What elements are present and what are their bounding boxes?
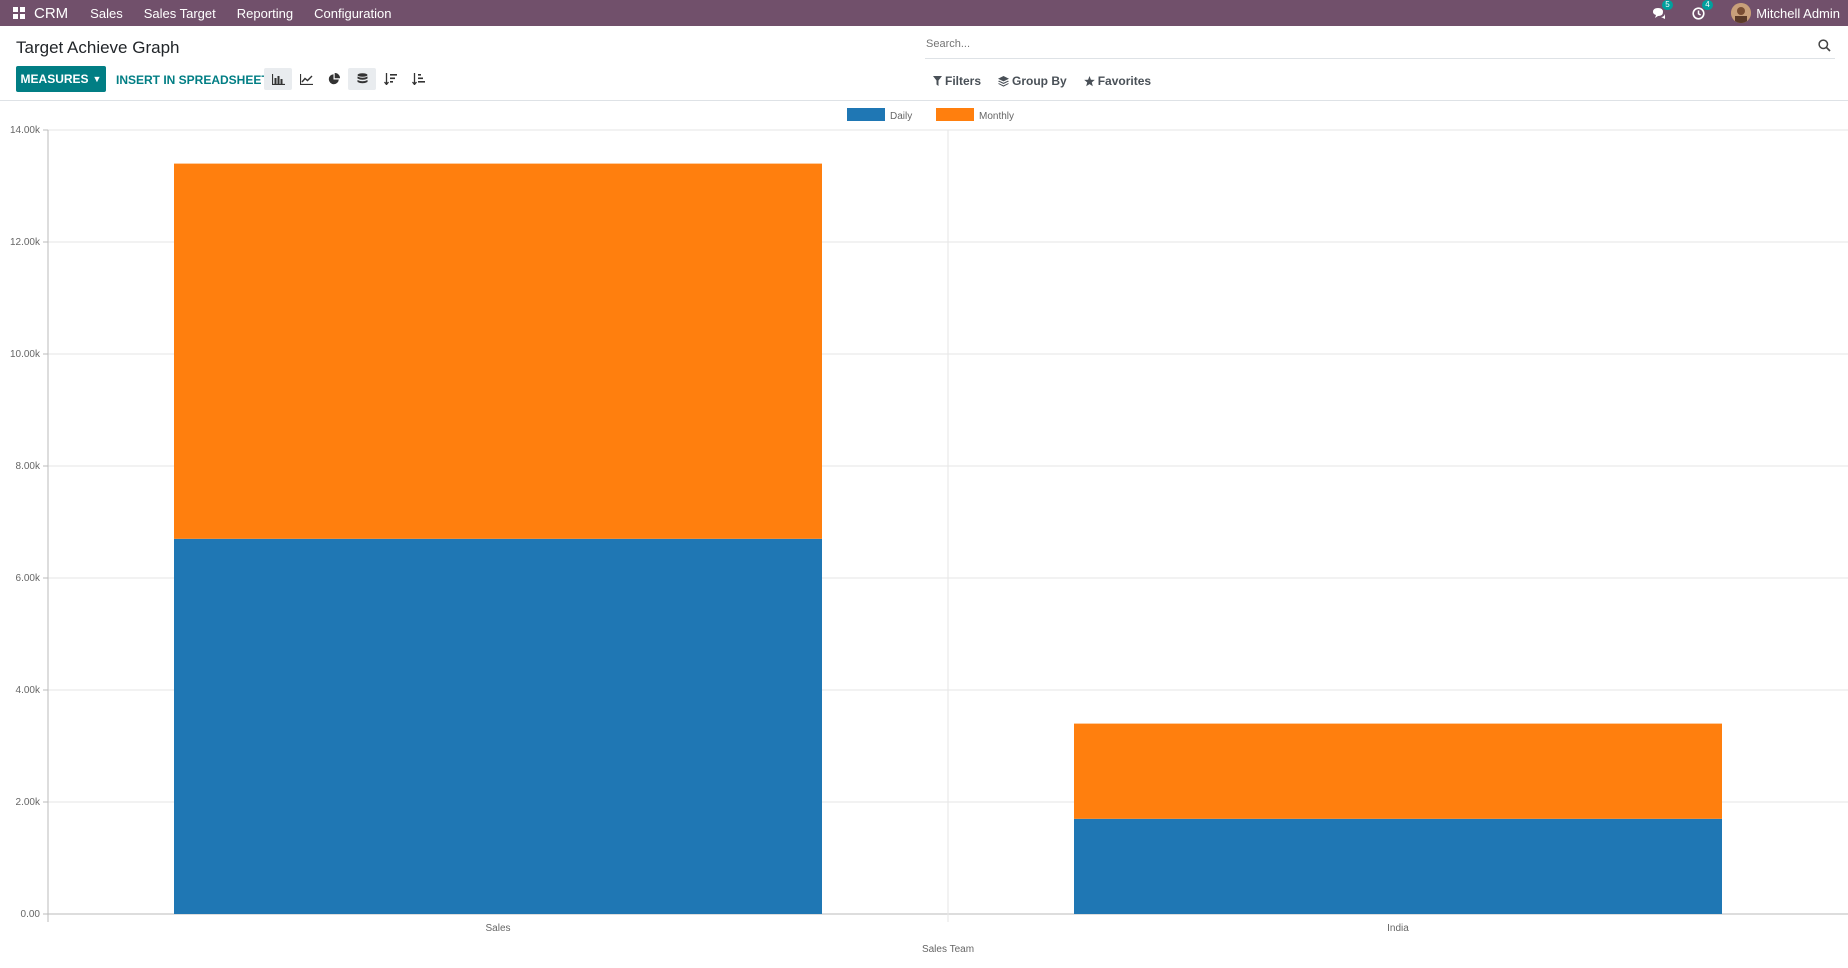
app-brand[interactable]: CRM xyxy=(34,4,69,22)
search-icon[interactable] xyxy=(1818,39,1831,57)
apps-menu-icon[interactable] xyxy=(10,4,28,22)
activities-badge: 4 xyxy=(1702,0,1713,10)
top-navbar: CRM Sales Sales Target Reporting Configu… xyxy=(0,0,1848,26)
chat-icon xyxy=(1653,7,1666,19)
messages-badge: 5 xyxy=(1662,0,1673,10)
pie-chart-button[interactable] xyxy=(320,68,348,90)
favorites-button[interactable]: Favorites xyxy=(1083,74,1152,88)
x-tick-label: India xyxy=(1387,923,1409,934)
y-tick-label: 4.00k xyxy=(16,685,41,696)
pie-chart-icon xyxy=(328,73,340,85)
line-chart-button[interactable] xyxy=(292,68,320,90)
group-by-button[interactable]: Group By xyxy=(998,74,1067,88)
bar-daily xyxy=(174,538,822,914)
legend-swatch xyxy=(936,108,974,121)
caret-down-icon: ▼ xyxy=(92,74,102,84)
menu-item-reporting[interactable]: Reporting xyxy=(236,5,294,21)
x-axis-title: Sales Team xyxy=(922,944,974,955)
measures-label: MEASURES xyxy=(20,72,89,86)
bar-monthly xyxy=(174,163,822,539)
y-tick-label: 2.00k xyxy=(16,797,41,808)
line-chart-icon xyxy=(299,73,313,85)
clock-icon xyxy=(1692,6,1705,20)
sort-ascending-icon xyxy=(411,73,425,85)
activities-button[interactable]: 4 xyxy=(1692,0,1713,20)
bar-daily xyxy=(1074,818,1722,914)
star-icon xyxy=(1083,75,1095,86)
y-tick-label: 0.00 xyxy=(21,909,41,920)
stacked-button[interactable] xyxy=(348,68,376,90)
y-tick-label: 8.00k xyxy=(16,461,41,472)
bar-chart-button[interactable] xyxy=(264,68,292,90)
stacked-bar-chart: 0.00 2.00k 4.00k 6.00k 8.00k 10.00k 12.00k 14.0… xyxy=(10,108,1848,955)
search-bar xyxy=(925,34,1835,59)
search-input[interactable] xyxy=(925,34,1797,54)
insert-in-spreadsheet-button[interactable]: INSERT IN SPREADSHEET xyxy=(116,73,269,87)
y-tick-label: 10.00k xyxy=(10,349,41,360)
menu-item-sales[interactable]: Sales xyxy=(90,5,123,21)
favorites-label: Favorites xyxy=(1097,74,1152,88)
graph-toolbar xyxy=(264,68,432,90)
page-title: Target Achieve Graph xyxy=(16,38,180,57)
y-tick-label: 6.00k xyxy=(16,573,41,584)
menu-item-sales-target[interactable]: Sales Target xyxy=(143,5,216,21)
x-tick-label: Sales xyxy=(485,923,510,934)
control-panel-divider xyxy=(0,100,1848,101)
y-tick-label: 14.00k xyxy=(10,125,41,136)
bar-monthly xyxy=(1074,723,1722,819)
legend-swatch xyxy=(847,108,885,121)
sort-descending-icon xyxy=(383,73,397,85)
user-name[interactable]: Mitchell Admin xyxy=(1756,5,1840,21)
menu-item-configuration[interactable]: Configuration xyxy=(314,5,392,21)
y-tick-label: 12.00k xyxy=(10,237,41,248)
sort-ascending-button[interactable] xyxy=(404,68,432,90)
messages-button[interactable]: 5 xyxy=(1652,0,1673,20)
group-by-label: Group By xyxy=(1012,74,1067,88)
filters-button[interactable]: Filters xyxy=(933,74,981,88)
legend-label-daily: Daily xyxy=(890,111,912,122)
bar-chart-icon xyxy=(271,73,285,85)
sort-descending-button[interactable] xyxy=(376,68,404,90)
filters-label: Filters xyxy=(945,74,982,88)
filter-icon xyxy=(933,76,942,86)
legend-label-monthly: Monthly xyxy=(979,111,1014,122)
measures-button[interactable]: MEASURES ▼ xyxy=(16,66,106,92)
stack-icon xyxy=(357,73,367,84)
chart-area: 0.00 2.00k 4.00k 6.00k 8.00k 10.00k 12.00k 14.0… xyxy=(0,102,1848,963)
search-options: Filters Group By Favorites xyxy=(933,74,1168,88)
user-avatar[interactable] xyxy=(1731,3,1752,23)
layers-icon xyxy=(998,75,1010,87)
